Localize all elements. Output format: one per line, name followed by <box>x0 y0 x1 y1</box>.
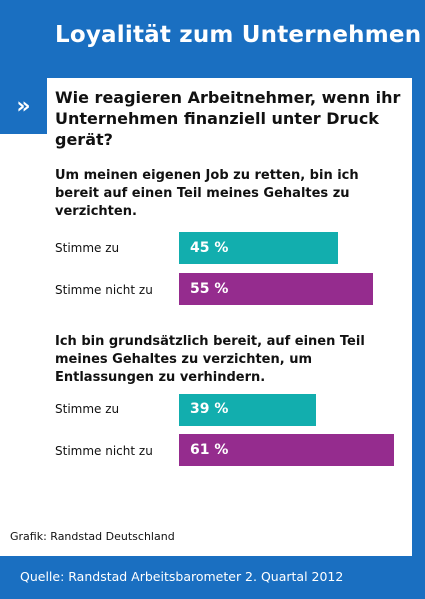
chart-1-value-agree: 45 % <box>190 240 229 256</box>
page-title: Loyalität zum Unternehmen <box>55 22 422 48</box>
chart-1-value-disagree: 55 % <box>190 281 229 297</box>
chart-1-bar-agree <box>179 232 338 264</box>
graphic-credit: Grafik: Randstad Deutschland <box>10 530 175 543</box>
chart-2-category-agree: Stimme zu <box>55 402 120 416</box>
header: Loyalität zum Unternehmen <box>0 0 425 78</box>
chart-2-value-agree: 39 % <box>190 401 229 417</box>
double-chevron-right-icon: » <box>16 93 31 119</box>
source-footer: Quelle: Randstad Arbeitsbarometer 2. Qua… <box>20 569 344 584</box>
statement-1: Um meinen eigenen Job zu retten, bin ich… <box>55 168 359 219</box>
chart-2-value-disagree: 61 % <box>190 442 229 458</box>
chart-1-bar-disagree <box>179 273 373 305</box>
question-heading: Wie reagieren Arbeitnehmer, wenn ihr Unt… <box>55 88 401 149</box>
statement-2: Ich bin grundsätzlich bereit, auf einen … <box>55 334 365 385</box>
chart-1-category-disagree: Stimme nicht zu <box>55 283 153 297</box>
arrow-box: » <box>0 78 47 134</box>
chart-2-category-disagree: Stimme nicht zu <box>55 444 153 458</box>
chart-panel: » Wie reagieren Arbeitnehmer, wenn ihr U… <box>0 78 412 556</box>
chart-2-bar-disagree <box>179 434 394 466</box>
chart-1-category-agree: Stimme zu <box>55 241 120 255</box>
chart-2-bar-agree <box>179 394 316 426</box>
